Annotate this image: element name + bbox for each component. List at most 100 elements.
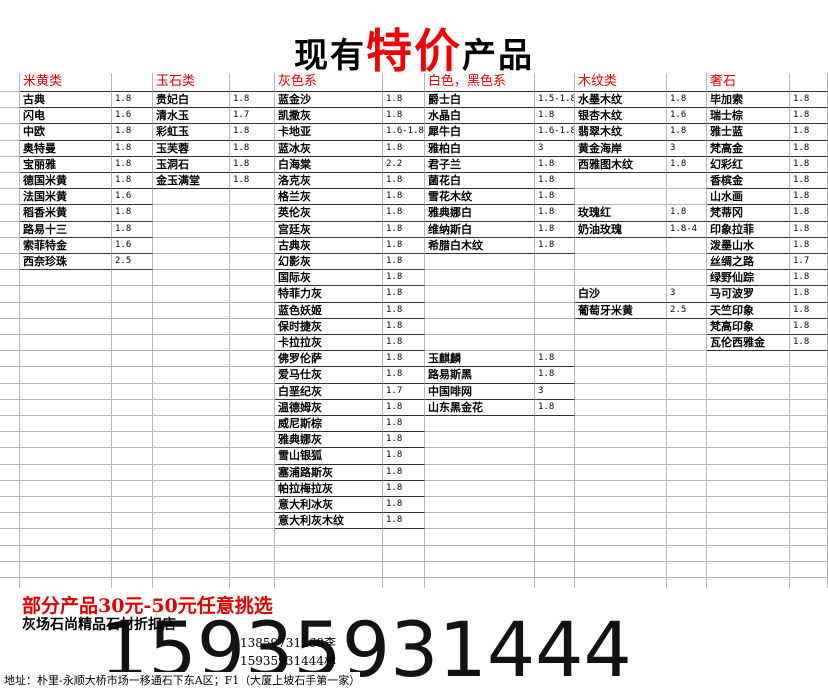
item-value — [112, 335, 153, 352]
item-value — [230, 529, 275, 546]
item-value — [667, 254, 707, 271]
item-name: 温德姆灰 — [275, 399, 383, 416]
item-value: 1.8 — [667, 156, 707, 173]
item-value: 1.8 — [535, 237, 575, 254]
cell — [0, 367, 20, 384]
cell — [0, 108, 20, 125]
item-name: 君子兰 — [425, 156, 535, 173]
header-cell — [112, 73, 153, 92]
cell — [0, 545, 20, 562]
item-name — [20, 367, 112, 384]
cell — [0, 189, 20, 206]
corner-cell — [0, 73, 20, 92]
item-name — [707, 383, 790, 400]
item-name — [575, 513, 667, 530]
item-value — [112, 529, 153, 546]
item-name — [153, 335, 230, 352]
item-value: 2.2 — [383, 156, 425, 173]
item-name — [20, 513, 112, 530]
cell — [0, 254, 20, 271]
item-name — [153, 383, 230, 400]
item-value: 1.8 — [383, 221, 425, 238]
item-value — [790, 561, 828, 578]
item-value: 1.6 — [112, 237, 153, 254]
item-name — [575, 416, 667, 433]
item-name — [20, 335, 112, 352]
item-value: 1.8 — [790, 270, 828, 287]
item-name: 梵高金 — [707, 140, 790, 157]
item-value — [667, 480, 707, 497]
item-name: 佛罗伦萨 — [275, 351, 383, 368]
item-value: 1.8 — [535, 351, 575, 368]
item-name — [20, 529, 112, 546]
item-name — [20, 416, 112, 433]
item-name — [707, 448, 790, 465]
item-value — [667, 335, 707, 352]
item-value — [667, 351, 707, 368]
item-name — [153, 286, 230, 303]
item-value — [112, 367, 153, 384]
item-value: 1.8 — [535, 108, 575, 125]
item-value: 1.8 — [383, 173, 425, 190]
item-name — [575, 254, 667, 271]
item-name — [575, 383, 667, 400]
item-name — [575, 335, 667, 352]
cell — [0, 286, 20, 303]
item-name — [425, 254, 535, 271]
item-name: 古典灰 — [275, 237, 383, 254]
item-value: 1.8 — [383, 335, 425, 352]
item-value — [112, 270, 153, 287]
item-name — [707, 432, 790, 449]
item-name: 马可波罗 — [707, 286, 790, 303]
item-name — [153, 464, 230, 481]
item-name — [425, 270, 535, 287]
item-value — [790, 545, 828, 562]
item-name — [575, 189, 667, 206]
item-name: 索菲特金 — [20, 237, 112, 254]
item-name: 雪花木纹 — [425, 189, 535, 206]
item-name — [20, 270, 112, 287]
item-value — [112, 286, 153, 303]
item-value: 1.5-1.8 — [535, 92, 575, 109]
item-value: 1.6 — [112, 108, 153, 125]
item-value — [667, 497, 707, 514]
item-value: 1.8 — [383, 237, 425, 254]
item-name — [20, 561, 112, 578]
cell — [0, 237, 20, 254]
item-name — [275, 529, 383, 546]
item-value — [535, 416, 575, 433]
cell — [0, 529, 20, 546]
item-name: 帕拉梅拉灰 — [275, 480, 383, 497]
item-name — [153, 189, 230, 206]
item-value: 1.8 — [383, 189, 425, 206]
item-name: 希腊白木纹 — [425, 237, 535, 254]
item-value — [230, 237, 275, 254]
item-value: 1.8 — [383, 108, 425, 125]
item-name: 国际灰 — [275, 270, 383, 287]
item-value: 1.6 — [667, 108, 707, 125]
item-value — [230, 497, 275, 514]
item-value — [535, 545, 575, 562]
item-name — [425, 318, 535, 335]
cell — [0, 335, 20, 352]
item-name: 格兰灰 — [275, 189, 383, 206]
item-name: 卡拉拉灰 — [275, 335, 383, 352]
item-value — [790, 367, 828, 384]
item-name: 白沙 — [575, 286, 667, 303]
item-name — [575, 529, 667, 546]
item-name — [153, 399, 230, 416]
item-value — [112, 302, 153, 319]
item-value: 1.8 — [383, 270, 425, 287]
item-name: 奥特曼 — [20, 140, 112, 157]
item-name: 爵士白 — [425, 92, 535, 109]
cell — [0, 92, 20, 109]
item-name — [707, 561, 790, 578]
item-value: 1.8 — [112, 205, 153, 222]
item-value: 1.8 — [790, 189, 828, 206]
item-name: 闪电 — [20, 108, 112, 125]
item-name — [425, 448, 535, 465]
item-name — [153, 367, 230, 384]
item-value — [790, 399, 828, 416]
item-name — [425, 416, 535, 433]
item-name — [20, 464, 112, 481]
